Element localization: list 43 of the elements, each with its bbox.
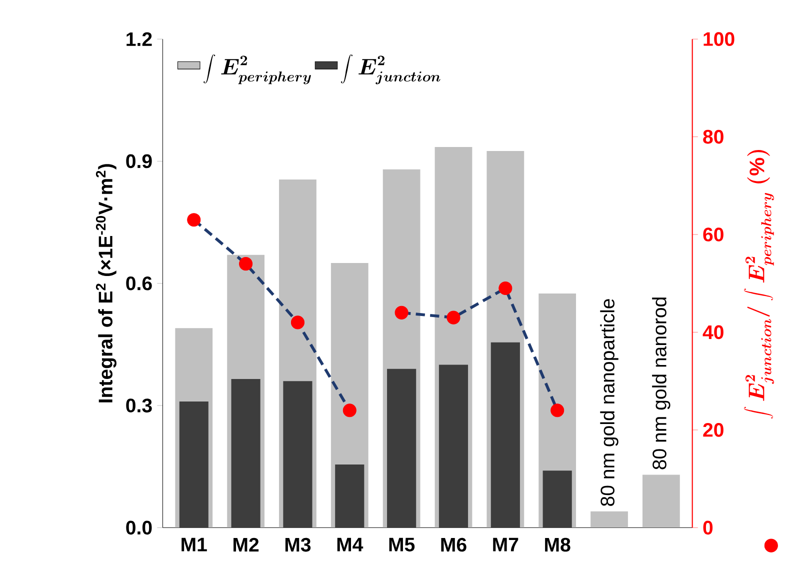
y-tick-label: 0.0 (126, 520, 152, 535)
x-tick-label: M8 (545, 538, 570, 552)
x-tick-label: M4 (337, 538, 364, 552)
point (550, 404, 564, 418)
point (290, 316, 304, 330)
point (187, 213, 201, 227)
bar (542, 470, 572, 528)
point (239, 257, 253, 271)
legend-label: $\int E_{junction}^{2}$ (340, 54, 440, 84)
bar (335, 464, 364, 528)
bar (283, 381, 312, 528)
x-tick-label: M2 (234, 538, 259, 552)
x-tick-label: M3 (285, 538, 311, 552)
y-tick-label: 1.2 (126, 32, 152, 46)
x-tick-label: M7 (493, 538, 518, 552)
y2-tick-label: 80 (703, 130, 724, 144)
legend-label: $\int E_{periphery}^{2}$ (204, 54, 311, 84)
x-tick-label: 80 nm gold nanorod (652, 298, 670, 470)
y2-tick-label: 60 (703, 228, 724, 242)
x-tick-label: M6 (441, 538, 466, 552)
point (498, 282, 512, 296)
bar (387, 369, 416, 528)
y-tick-label: 0.9 (126, 154, 152, 168)
point (342, 404, 356, 418)
y-axis-title: Integral of E$^{2}$ (×1E$^{-20}$V·m$^{2}$) (96, 164, 116, 403)
x-tick-label: 80 nm gold nanoparticle (600, 299, 618, 506)
y2-tick-label: 20 (703, 423, 724, 438)
point (394, 306, 408, 320)
y2-tick-label: 40 (702, 325, 724, 340)
bar (490, 342, 520, 528)
y2-axis-title: $\int E_{junction}^{2} \Big/ \int E_{periphery}^{2}\ (\%)$ (744, 150, 774, 419)
y-tick-label: 0.3 (126, 398, 152, 413)
point (446, 310, 460, 325)
x-tick-label: M1 (182, 538, 207, 552)
y-tick-label: 0.6 (126, 276, 152, 290)
x-tick-label: M5 (389, 538, 415, 552)
y2-tick-label: 0 (703, 520, 713, 535)
bar (438, 364, 468, 528)
y2-tick-label: 100 (704, 32, 734, 46)
bar (231, 379, 260, 528)
bar (590, 512, 628, 528)
bar (642, 474, 680, 528)
bar (179, 402, 208, 528)
